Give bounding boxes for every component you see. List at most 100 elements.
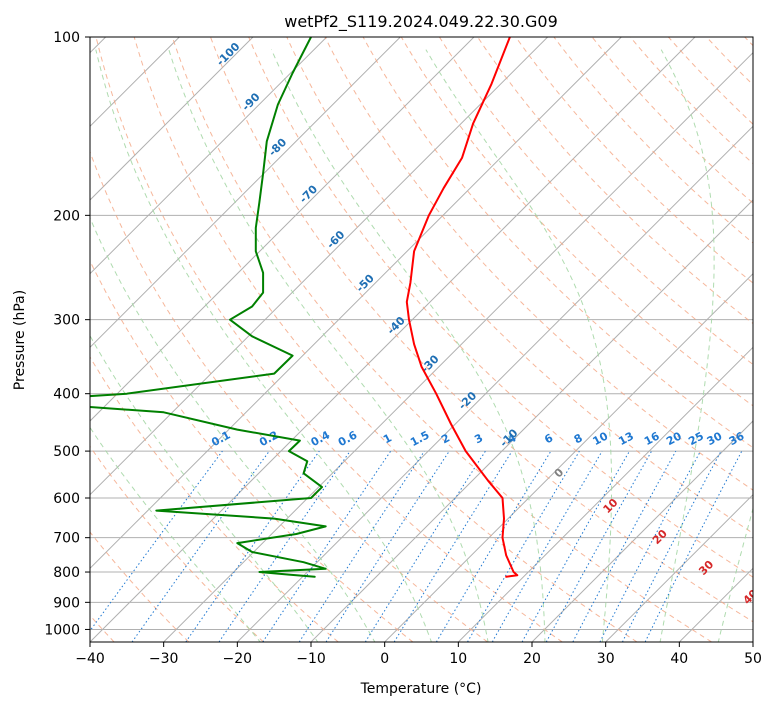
x-tick-label: 50 bbox=[744, 651, 762, 667]
y-tick-label: 200 bbox=[53, 208, 80, 224]
y-tick-label: 900 bbox=[53, 595, 80, 611]
dry-adiabat-line bbox=[286, 37, 753, 534]
mixing-ratio-line bbox=[131, 450, 270, 642]
mixing-ratio-line bbox=[545, 450, 653, 642]
isotherm-line bbox=[90, 37, 328, 275]
mixing-ratio-label: 0.4 bbox=[309, 428, 333, 449]
isotherm-line bbox=[384, 272, 753, 642]
mixing-ratio-line bbox=[218, 450, 351, 642]
dry-adiabat-line bbox=[171, 37, 712, 642]
isotherm-line bbox=[310, 199, 753, 642]
mixing-ratio-label: 0.2 bbox=[257, 428, 280, 449]
mixing-ratio-label: 0.1 bbox=[209, 428, 232, 449]
y-tick-label: 300 bbox=[53, 313, 80, 329]
dry-adiabat-line bbox=[90, 356, 339, 642]
y-tick-label: 500 bbox=[53, 444, 80, 460]
mixing-ratio-label: 16 bbox=[642, 429, 662, 448]
dry-adiabat-line bbox=[706, 37, 753, 86]
isotherm-label: 30 bbox=[696, 558, 716, 578]
dry-adiabat-line bbox=[668, 37, 753, 125]
mixing-ratio-label: 3 bbox=[472, 431, 485, 446]
axes: −40 −30 −20 −10 0 10 20 30 40 5010020030040050060… bbox=[44, 30, 762, 667]
y-axis-title: Pressure (hPa) bbox=[12, 290, 28, 390]
x-tick-label: 20 bbox=[523, 651, 541, 667]
x-tick-label: −20 bbox=[223, 651, 253, 667]
mixing-ratio-label: 13 bbox=[616, 429, 636, 448]
mixing-ratio-line bbox=[599, 450, 701, 642]
isotherm-label: 10 bbox=[601, 496, 621, 516]
mixing-ratio-label: 6 bbox=[542, 431, 555, 446]
x-tick-label: −40 bbox=[75, 651, 105, 667]
mixing-ratio-line bbox=[435, 450, 552, 642]
isotherm-line bbox=[457, 346, 753, 642]
mixing-ratio-line bbox=[325, 450, 450, 642]
moist-adiabat-line bbox=[168, 49, 489, 642]
isotherm-label: -80 bbox=[266, 135, 289, 158]
isotherm-label: -50 bbox=[354, 271, 377, 294]
mixing-ratio-line bbox=[521, 450, 630, 642]
mixing-ratio-label: 1.5 bbox=[408, 428, 431, 449]
mixing-ratio-label: 36 bbox=[727, 429, 747, 448]
isotherm-line bbox=[90, 37, 475, 422]
mixing-ratio-line bbox=[298, 450, 425, 642]
isotherm-line bbox=[605, 493, 753, 642]
plot-frame bbox=[89, 36, 754, 643]
isotherm-line bbox=[678, 567, 753, 642]
dry-adiabat-line bbox=[90, 531, 190, 642]
mixing-ratio-line bbox=[572, 450, 677, 642]
mixing-ratio-line bbox=[90, 450, 223, 632]
isotherm-line bbox=[90, 37, 549, 496]
moist-adiabat-line bbox=[659, 49, 715, 642]
dry-adiabat-line bbox=[90, 445, 264, 642]
isotherm-line bbox=[236, 125, 753, 642]
mixing-ratio-label: 25 bbox=[686, 429, 706, 448]
mixing-ratio-label: 0.6 bbox=[336, 428, 360, 449]
dry-adiabat-line bbox=[210, 37, 753, 623]
temperature-profile bbox=[405, 37, 519, 578]
x-tick-label: −30 bbox=[149, 651, 179, 667]
isotherm-label: -30 bbox=[418, 352, 441, 375]
y-tick-label: 1000 bbox=[44, 622, 80, 638]
moist-adiabat-line bbox=[425, 49, 613, 642]
x-axis-title: Temperature (°C) bbox=[360, 681, 482, 697]
isotherm-label: 40 bbox=[741, 587, 761, 607]
moist-adiabat-line bbox=[95, 49, 432, 642]
mixing-ratio-line bbox=[185, 450, 320, 642]
moist-adiabat-line bbox=[90, 334, 319, 642]
x-tick-label: 10 bbox=[449, 651, 467, 667]
mixing-ratio-label: 10 bbox=[591, 429, 611, 448]
dry-adiabat-line bbox=[90, 259, 414, 642]
isotherm-line bbox=[90, 37, 254, 201]
dry-adiabat-line bbox=[477, 37, 753, 325]
dry-adiabat-line bbox=[744, 37, 753, 47]
isotherm-label: -90 bbox=[239, 90, 262, 113]
x-tick-label: 40 bbox=[670, 651, 688, 667]
mixing-ratio-line bbox=[364, 450, 486, 642]
mixing-ratio-label: 1 bbox=[381, 431, 394, 446]
isotherm-label: -70 bbox=[297, 182, 320, 205]
data-series bbox=[90, 37, 519, 578]
y-tick-label: 400 bbox=[53, 387, 80, 403]
dry-adiabat-line bbox=[553, 37, 753, 244]
moist-adiabat-line bbox=[90, 426, 261, 642]
chart-title: wetPf2_S119.2024.049.22.30.G09 bbox=[284, 12, 558, 32]
isotherm-line bbox=[90, 37, 622, 570]
y-tick-label: 100 bbox=[53, 30, 80, 46]
dry-adiabat-line bbox=[400, 37, 753, 407]
mixing-ratio-label: 20 bbox=[664, 429, 684, 448]
x-tick-label: −10 bbox=[296, 651, 326, 667]
mixing-ratio-line bbox=[644, 450, 743, 642]
mixing-ratio-line bbox=[262, 450, 392, 642]
dry-adiabat-line bbox=[591, 37, 753, 204]
isotherm-line bbox=[752, 641, 753, 642]
isotherm-label: -20 bbox=[456, 389, 479, 412]
x-tick-label: 30 bbox=[597, 651, 615, 667]
isotherm-line bbox=[531, 420, 753, 642]
isotherm-line bbox=[90, 37, 401, 349]
dry-adiabat-line bbox=[95, 37, 563, 642]
dry-adiabat-line bbox=[515, 37, 753, 284]
dewpoint-profile bbox=[90, 37, 327, 578]
dry-adiabat-line bbox=[248, 37, 753, 578]
dry-adiabat-line bbox=[438, 37, 753, 366]
